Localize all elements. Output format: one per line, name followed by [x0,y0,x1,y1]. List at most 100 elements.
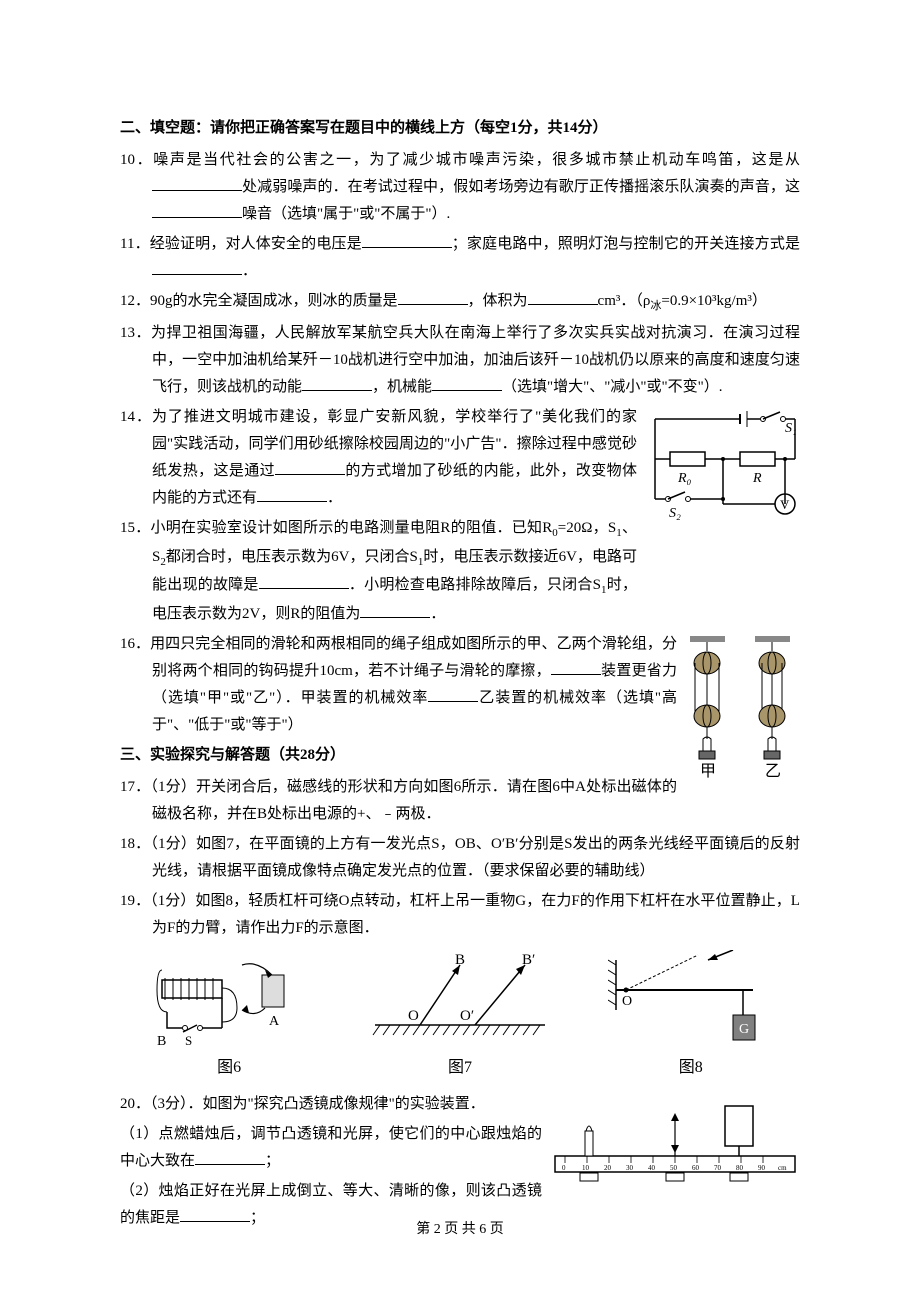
circuit-diagram: S₁ R₀ R V S₂ [645,404,800,534]
q10-t2: 处减弱噪声的．在考试过程中，假如考场旁边有歌厅正传播摇滚乐队演奏的声音，这 [242,179,800,195]
q19-text: （1分）如图8，轻质杠杆可绕O点转动，杠杆上吊一重物G，在力F的作用下杠杆在水平… [150,893,800,936]
q10-t1: 噪声是当代社会的公害之一，为了减少城市噪声污染，很多城市禁止机动车鸣笛，这是从 [153,152,800,168]
question-19: 19．（1分）如图8，轻质杠杆可绕O点转动，杠杆上吊一重物G，在力F的作用下杠杆… [120,888,800,942]
fig7-bp: B′ [522,952,535,968]
q12-sub: 冰 [650,300,661,312]
q15-t1: 小明在实验室设计如图所示的电路测量电阻R的阻值．已知R [151,520,553,536]
q13-t2: ，机械能 [372,379,432,395]
q20-s1: （1）点燃蜡烛后，调节凸透镜和光屏，使它们的中心跟烛焰的中心大致在 [120,1126,542,1169]
fig8-g: G [739,1022,749,1037]
q13-blank1 [302,374,372,391]
q11-blank2 [152,259,242,276]
bench-50: 50 [670,1164,678,1172]
q15-blank1 [259,573,349,590]
bench-80: 80 [736,1164,744,1172]
bench-20: 20 [604,1164,612,1172]
bench-40: 40 [648,1164,656,1172]
q15-t2: =20Ω，S [558,520,616,536]
q15-t6: ．小明检查电路排除故障后，只闭合S [349,577,601,593]
q11-t1: 经验证明，对人体安全的电压是 [150,236,362,252]
q17-text: （1分）开关闭合后，磁感线的形状和方向如图6所示．请在图6中A处标出磁体的磁极名… [150,779,677,822]
question-10: 10．噪声是当代社会的公害之一，为了减少城市噪声污染，很多城市禁止机动车鸣笛，这… [120,147,800,228]
q14-blank1 [275,458,345,475]
section2-title: 二、填空题：请你把正确答案写在题目中的横线上方（每空1分，共14分） [120,115,800,142]
circuit-r0: R₀ [677,471,692,486]
q20-s1e: ； [265,1153,280,1169]
q11-t2: ；家庭电路中，照明灯泡与控制它的开关连接方式是 [452,236,800,252]
fig7-b: B [455,952,465,968]
fig8-label: 图8 [679,1054,703,1083]
q16-num: 16． [120,636,150,652]
section3-title: 三、实验探究与解答题（共28分） [120,742,677,769]
fig6-s: S [185,1033,192,1048]
fig6-label: 图6 [217,1054,241,1083]
question-12: 12．90g的水完全凝固成冰，则冰的质量是 ，体积为 cm³．（ρ冰=0.9×10³… [120,288,800,317]
fig7-o: O [408,1008,419,1024]
q18-text: （1分）如图7，在平面镜的上方有一发光点S，OB、O′B′分别是S发出的两条光线… [150,836,800,879]
page-footer: 第 2 页 共 6 页 [0,1217,920,1242]
question-13: 13．为捍卫祖国海疆，人民解放军某航空兵大队在南海上举行了多次实兵实战对抗演习．… [120,320,800,401]
q15-t4: 都闭合时，电压表示数为6V，只闭合S [166,549,418,565]
q17-num: 17． [120,779,150,795]
figure-6: S B A 图6 [147,950,312,1083]
figure-8: O G 图8 [608,950,773,1083]
bench-0: 0 [562,1164,566,1172]
q10-t3: 噪音（选填"属于"或"不属于"）. [242,206,450,222]
fig7-op: O′ [460,1008,474,1024]
bench-10: 10 [582,1164,590,1172]
pulley-diagram: 甲 乙 [685,631,800,796]
fig8-o: O [622,994,632,1009]
question-15: 15．小明在实验室设计如图所示的电路测量电阻R的阻值．已知R0=20Ω，S1、S… [120,515,637,628]
q11-t3: ． [242,263,257,279]
q20-t1: （3分）．如图为"探究凸透镜成像规律"的实验装置． [150,1096,485,1112]
fig7-label: 图7 [448,1054,472,1083]
q11-num: 11． [120,236,150,252]
q16-blank2 [428,686,478,703]
q18-num: 18． [120,836,150,852]
figures-row: S B A 图6 [120,950,800,1083]
q20-blank1 [195,1148,265,1165]
question-14: 14．为了推进文明城市建设，彰显广安新风貌，学校举行了"美化我们的家园"实践活动… [120,404,637,512]
q12-num: 12． [120,293,150,309]
circuit-v: V [780,497,790,512]
bench-70: 70 [714,1164,722,1172]
q10-num: 10． [120,152,153,168]
fig6-b: B [157,1034,166,1049]
bench-90: 90 [758,1164,766,1172]
q10-blank2 [152,202,242,219]
q12-t4: =0.9×10³kg/m³） [661,293,767,309]
bench-60: 60 [692,1164,700,1172]
q20-num: 20． [120,1096,150,1112]
pulley-yi: 乙 [765,763,781,780]
q14-num: 14． [120,409,152,425]
pulley-jia: 甲 [700,763,716,780]
question-16: 16．用四只完全相同的滑轮和两根相同的绳子组成如图所示的甲、乙两个滑轮组，分别将… [120,631,677,739]
question-11: 11．经验证明，对人体安全的电压是 ；家庭电路中，照明灯泡与控制它的开关连接方式是… [120,231,800,285]
q14-t3: ． [327,490,342,506]
bench-cm: cm [778,1164,787,1172]
q12-t2: ，体积为 [468,293,528,309]
question-18: 18．（1分）如图7，在平面镜的上方有一发光点S，OB、O′B′分别是S发出的两… [120,831,800,885]
q13-blank2 [432,374,502,391]
q13-t3: （选填"增大"、"减小"或"不变"）. [502,379,723,395]
q11-blank1 [362,232,452,249]
optical-bench-diagram: 0 10 20 30 40 50 60 70 80 90 cm [550,1091,800,1196]
fig6-a: A [269,1014,280,1029]
q12-blank2 [528,289,598,306]
circuit-s2: S₂ [669,506,681,521]
bench-30: 30 [626,1164,634,1172]
q10-blank1 [152,175,242,192]
question-20: 20．（3分）．如图为"探究凸透镜成像规律"的实验装置． [120,1091,542,1118]
q12-t1: 90g的水完全凝固成冰，则冰的质量是 [150,293,398,309]
figure-7: B B′ O O′ 图7 [365,950,555,1083]
question-17: 17．（1分）开关闭合后，磁感线的形状和方向如图6所示．请在图6中A处标出磁体的… [120,774,677,828]
q14-blank2 [257,485,327,502]
q15-num: 15． [120,520,151,536]
q20-sub1: （1）点燃蜡烛后，调节凸透镜和光屏，使它们的中心跟烛焰的中心大致在； [120,1121,542,1175]
q19-num: 19． [120,893,150,909]
q13-num: 13． [120,325,151,341]
q16-blank1 [551,659,601,676]
q12-t3: cm³．（ρ [598,293,651,309]
circuit-r: R [752,471,762,486]
q12-blank1 [398,289,468,306]
